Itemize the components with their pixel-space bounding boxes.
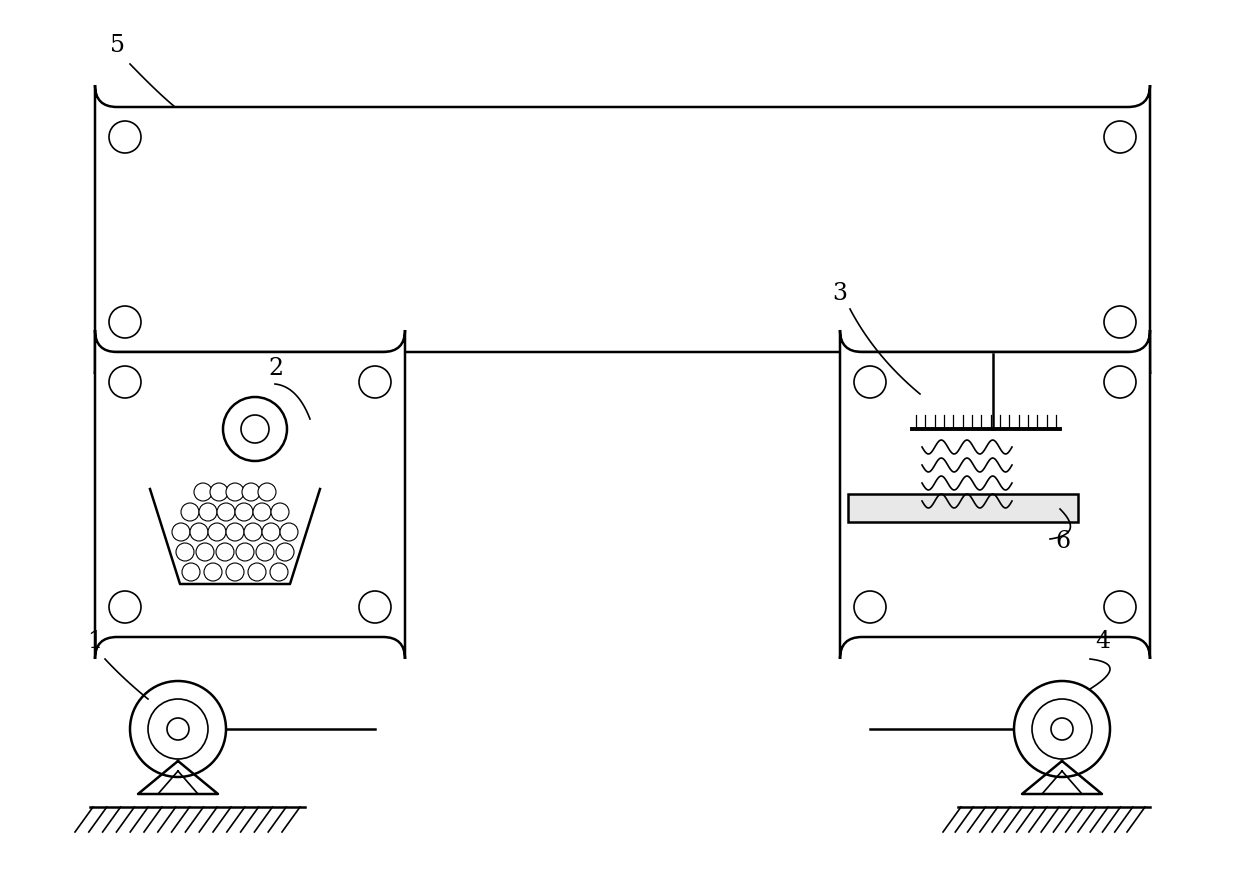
- Circle shape: [242, 484, 260, 501]
- Circle shape: [176, 543, 193, 561]
- Bar: [848, 494, 1078, 522]
- Circle shape: [1104, 367, 1136, 399]
- Circle shape: [854, 591, 887, 623]
- Circle shape: [258, 484, 277, 501]
- Circle shape: [253, 503, 272, 522]
- Text: 2: 2: [268, 356, 283, 379]
- Circle shape: [193, 484, 212, 501]
- Circle shape: [236, 543, 254, 561]
- FancyBboxPatch shape: [839, 331, 1149, 659]
- Text: 4: 4: [1095, 630, 1110, 652]
- Circle shape: [277, 543, 294, 561]
- Circle shape: [109, 591, 141, 623]
- FancyBboxPatch shape: [95, 86, 1149, 375]
- Circle shape: [190, 523, 208, 542]
- Circle shape: [109, 306, 141, 339]
- Text: 6: 6: [1055, 529, 1070, 552]
- Circle shape: [236, 503, 253, 522]
- Circle shape: [198, 503, 217, 522]
- Circle shape: [270, 564, 288, 581]
- Circle shape: [216, 543, 234, 561]
- Text: 1: 1: [87, 630, 102, 652]
- Circle shape: [182, 564, 200, 581]
- Circle shape: [109, 122, 141, 154]
- Circle shape: [196, 543, 215, 561]
- Text: 5: 5: [110, 34, 125, 57]
- Circle shape: [1104, 591, 1136, 623]
- Circle shape: [360, 591, 391, 623]
- Circle shape: [244, 523, 262, 542]
- Circle shape: [167, 718, 188, 740]
- Circle shape: [205, 564, 222, 581]
- Circle shape: [210, 484, 228, 501]
- Circle shape: [217, 503, 236, 522]
- Circle shape: [255, 543, 274, 561]
- Circle shape: [223, 398, 286, 462]
- Circle shape: [226, 484, 244, 501]
- Circle shape: [148, 699, 208, 759]
- Circle shape: [1014, 681, 1110, 777]
- Circle shape: [1052, 718, 1073, 740]
- Circle shape: [248, 564, 267, 581]
- Circle shape: [130, 681, 226, 777]
- Circle shape: [226, 564, 244, 581]
- Circle shape: [226, 523, 244, 542]
- Text: 3: 3: [832, 282, 847, 305]
- Circle shape: [854, 367, 887, 399]
- Circle shape: [272, 503, 289, 522]
- Circle shape: [1032, 699, 1092, 759]
- Circle shape: [1104, 306, 1136, 339]
- Circle shape: [172, 523, 190, 542]
- Circle shape: [360, 367, 391, 399]
- Circle shape: [181, 503, 198, 522]
- FancyBboxPatch shape: [95, 331, 405, 659]
- Circle shape: [280, 523, 298, 542]
- Circle shape: [262, 523, 280, 542]
- Circle shape: [208, 523, 226, 542]
- Circle shape: [1104, 122, 1136, 154]
- Circle shape: [241, 415, 269, 443]
- Circle shape: [109, 367, 141, 399]
